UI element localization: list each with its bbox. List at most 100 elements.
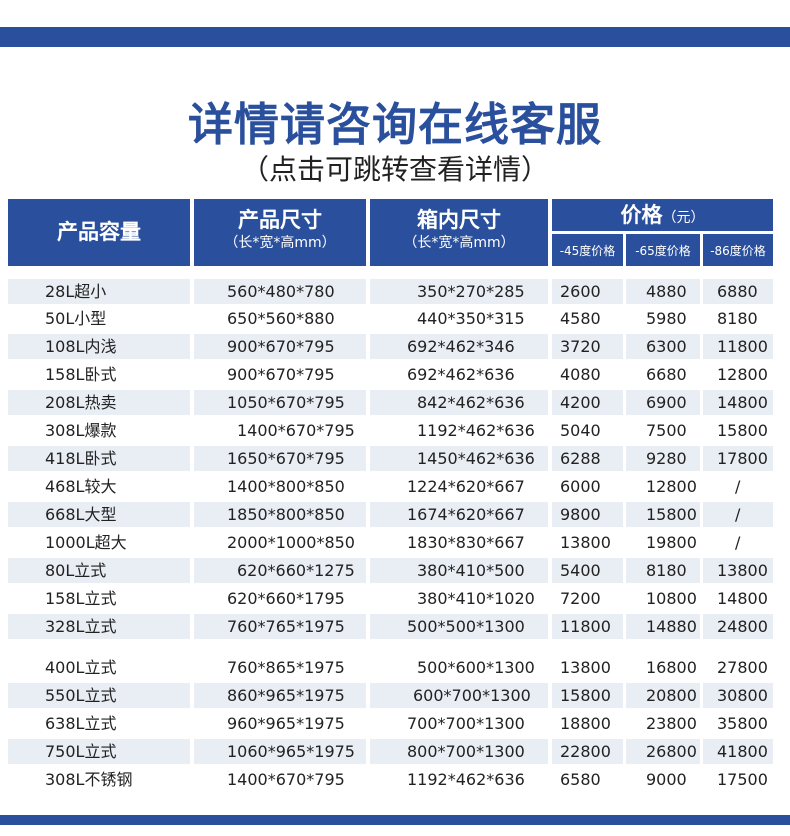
cell-p45: 13800 <box>560 658 611 677</box>
cell-product: 1650*670*795 <box>194 446 366 471</box>
cell-p45: 6288 <box>552 446 623 471</box>
cell-p45: 15800 <box>552 683 623 708</box>
table-row: 158L立式 620*660*1795 380*410*1020 7200 10800 1… <box>0 586 790 611</box>
header-product-size-label: 产品尺寸 <box>238 208 322 232</box>
cell-p86: 13800 <box>703 558 773 583</box>
cell-p45: 18800 <box>560 714 611 733</box>
cell-inner: 350*270*285 <box>370 279 548 304</box>
cell-p65: 16800 <box>646 658 697 677</box>
table-row: 158L卧式 900*670*795 692*462*636 4080 6680 1280… <box>0 362 790 387</box>
header-inner-size-sub: （长*宽*高mm） <box>403 235 515 251</box>
page-title[interactable]: 详情请咨询在线客服 <box>187 98 602 151</box>
cell-p65: 5980 <box>646 309 687 328</box>
cell-p65: 8180 <box>626 558 700 583</box>
cell-inner: 1830*830*667 <box>407 533 525 552</box>
cell-capacity: 638L立式 <box>45 714 117 733</box>
header-price: 价格（元） <box>552 199 773 231</box>
page-subtitle[interactable]: （点击可跳转查看详情） <box>240 153 549 186</box>
cell-p86: 41800 <box>703 739 773 764</box>
header-price-unit: （元） <box>662 210 705 226</box>
header-inner-size-label: 箱内尺寸 <box>417 208 501 232</box>
cell-p45: 4580 <box>560 309 601 328</box>
cell-p86: 11800 <box>703 334 773 359</box>
cell-inner: 1450*462*636 <box>370 446 548 471</box>
cell-capacity: 28L超小 <box>8 279 190 304</box>
cell-product: 960*965*1975 <box>227 714 345 733</box>
cell-inner: 700*700*1300 <box>407 714 525 733</box>
cell-inner: 692*462*346 <box>370 334 548 359</box>
table-row: 1000L超大 2000*1000*850 1830*830*667 13800 198… <box>0 530 790 555</box>
cell-product: 1400*670*795 <box>227 770 345 789</box>
table-row: 208L热卖 1050*670*795 842*462*636 4200 6900 148… <box>0 390 790 415</box>
cell-p45: 7200 <box>560 589 601 608</box>
header-product-size-sub: （长*宽*高mm） <box>224 235 336 251</box>
cell-capacity: 50L小型 <box>45 309 107 328</box>
cell-product: 620*660*1275 <box>194 558 366 583</box>
table-row: 80L立式 620*660*1275 380*410*500 5400 8180 1380… <box>0 558 790 583</box>
cell-p65: 9000 <box>646 770 687 789</box>
header-capacity: 产品容量 <box>8 199 190 266</box>
table-row: 108L内浅 900*670*795 692*462*346 3720 6300 1180… <box>0 334 790 359</box>
cell-capacity: 668L大型 <box>8 502 190 527</box>
cell-p86: 14800 <box>703 390 773 415</box>
cell-p65: 6900 <box>626 390 700 415</box>
cell-p86: 24800 <box>703 614 773 639</box>
cell-inner: 1192*462*636 <box>407 770 525 789</box>
cell-p65: 15800 <box>626 502 700 527</box>
cell-capacity: 1000L超大 <box>45 533 127 552</box>
cell-p86: 17500 <box>717 770 768 789</box>
header-price-45: -45度价格 <box>552 234 623 266</box>
cell-product: 1060*965*1975 <box>194 739 366 764</box>
cell-product: 900*670*795 <box>227 365 335 384</box>
cell-capacity: 158L立式 <box>45 589 117 608</box>
table-row: 418L卧式 1650*670*795 1450*462*636 6288 9280 17… <box>0 446 790 471</box>
cell-p45: 9800 <box>552 502 623 527</box>
table-row: 668L大型 1850*800*850 1674*620*667 9800 15800/ <box>0 502 790 527</box>
cell-p45: 3720 <box>552 334 623 359</box>
cell-product: 2000*1000*850 <box>227 533 355 552</box>
table-row: 328L立式 760*765*1975 500*500*1300 11800 14880… <box>0 614 790 639</box>
table-row: 308L爆款 1400*670*795 1192*462*636 5040 7500 15… <box>0 418 790 443</box>
header-price-65: -65度价格 <box>626 234 700 266</box>
cell-capacity: 208L热卖 <box>8 390 190 415</box>
header-price-label: 价格 <box>620 203 663 227</box>
cell-p45: 6580 <box>560 770 601 789</box>
cell-product: 650*560*880 <box>227 309 335 328</box>
cell-inner: 380*410*1020 <box>417 589 535 608</box>
table-row: 28L超小 560*480*780 350*270*285 2600 4880 6880 <box>0 279 790 304</box>
cell-p86: 15800 <box>717 421 768 440</box>
cell-inner: 800*700*1300 <box>370 739 548 764</box>
cell-p45: 11800 <box>552 614 623 639</box>
cell-p86: 30800 <box>703 683 773 708</box>
cell-p45: 5040 <box>560 421 601 440</box>
cell-inner: 692*462*636 <box>407 365 515 384</box>
table-row: 638L立式 960*965*1975 700*700*1300 18800 23800… <box>0 711 790 736</box>
table-row: 550L立式 860*965*1975 600*700*1300 15800 20800… <box>0 683 790 708</box>
cell-capacity: 418L卧式 <box>8 446 190 471</box>
cell-p45: 2600 <box>552 279 623 304</box>
cell-p65: 14880 <box>626 614 700 639</box>
cell-product: 1400*800*850 <box>227 477 345 496</box>
cell-inner: 440*350*315 <box>417 309 525 328</box>
cell-p65: 19800 <box>646 533 697 552</box>
cell-inner: 500*500*1300 <box>370 614 548 639</box>
cell-p65: 6680 <box>646 365 687 384</box>
cell-inner: 1192*462*636 <box>417 421 535 440</box>
cell-product: 760*765*1975 <box>194 614 366 639</box>
header-price-86: -86度价格 <box>703 234 773 266</box>
cell-p65: 4880 <box>626 279 700 304</box>
table-row: 468L较大 1400*800*850 1224*620*667 6000 12800 / <box>0 474 790 499</box>
cell-p86: / <box>735 533 741 552</box>
cell-p65: 26800 <box>626 739 700 764</box>
cell-p86: 27800 <box>717 658 768 677</box>
cell-product: 860*965*1975 <box>194 683 366 708</box>
cell-inner: 1674*620*667 <box>370 502 548 527</box>
cell-p45: 4200 <box>552 390 623 415</box>
cell-p45: 22800 <box>552 739 623 764</box>
cell-product: 560*480*780 <box>194 279 366 304</box>
cell-p65: 10800 <box>646 589 697 608</box>
table-row: 308L不锈钢 1400*670*795 1192*462*636 6580 9000 1… <box>0 767 790 792</box>
cell-p65: 12800 <box>646 477 697 496</box>
cell-p65: 23800 <box>646 714 697 733</box>
cell-capacity: 80L立式 <box>8 558 190 583</box>
